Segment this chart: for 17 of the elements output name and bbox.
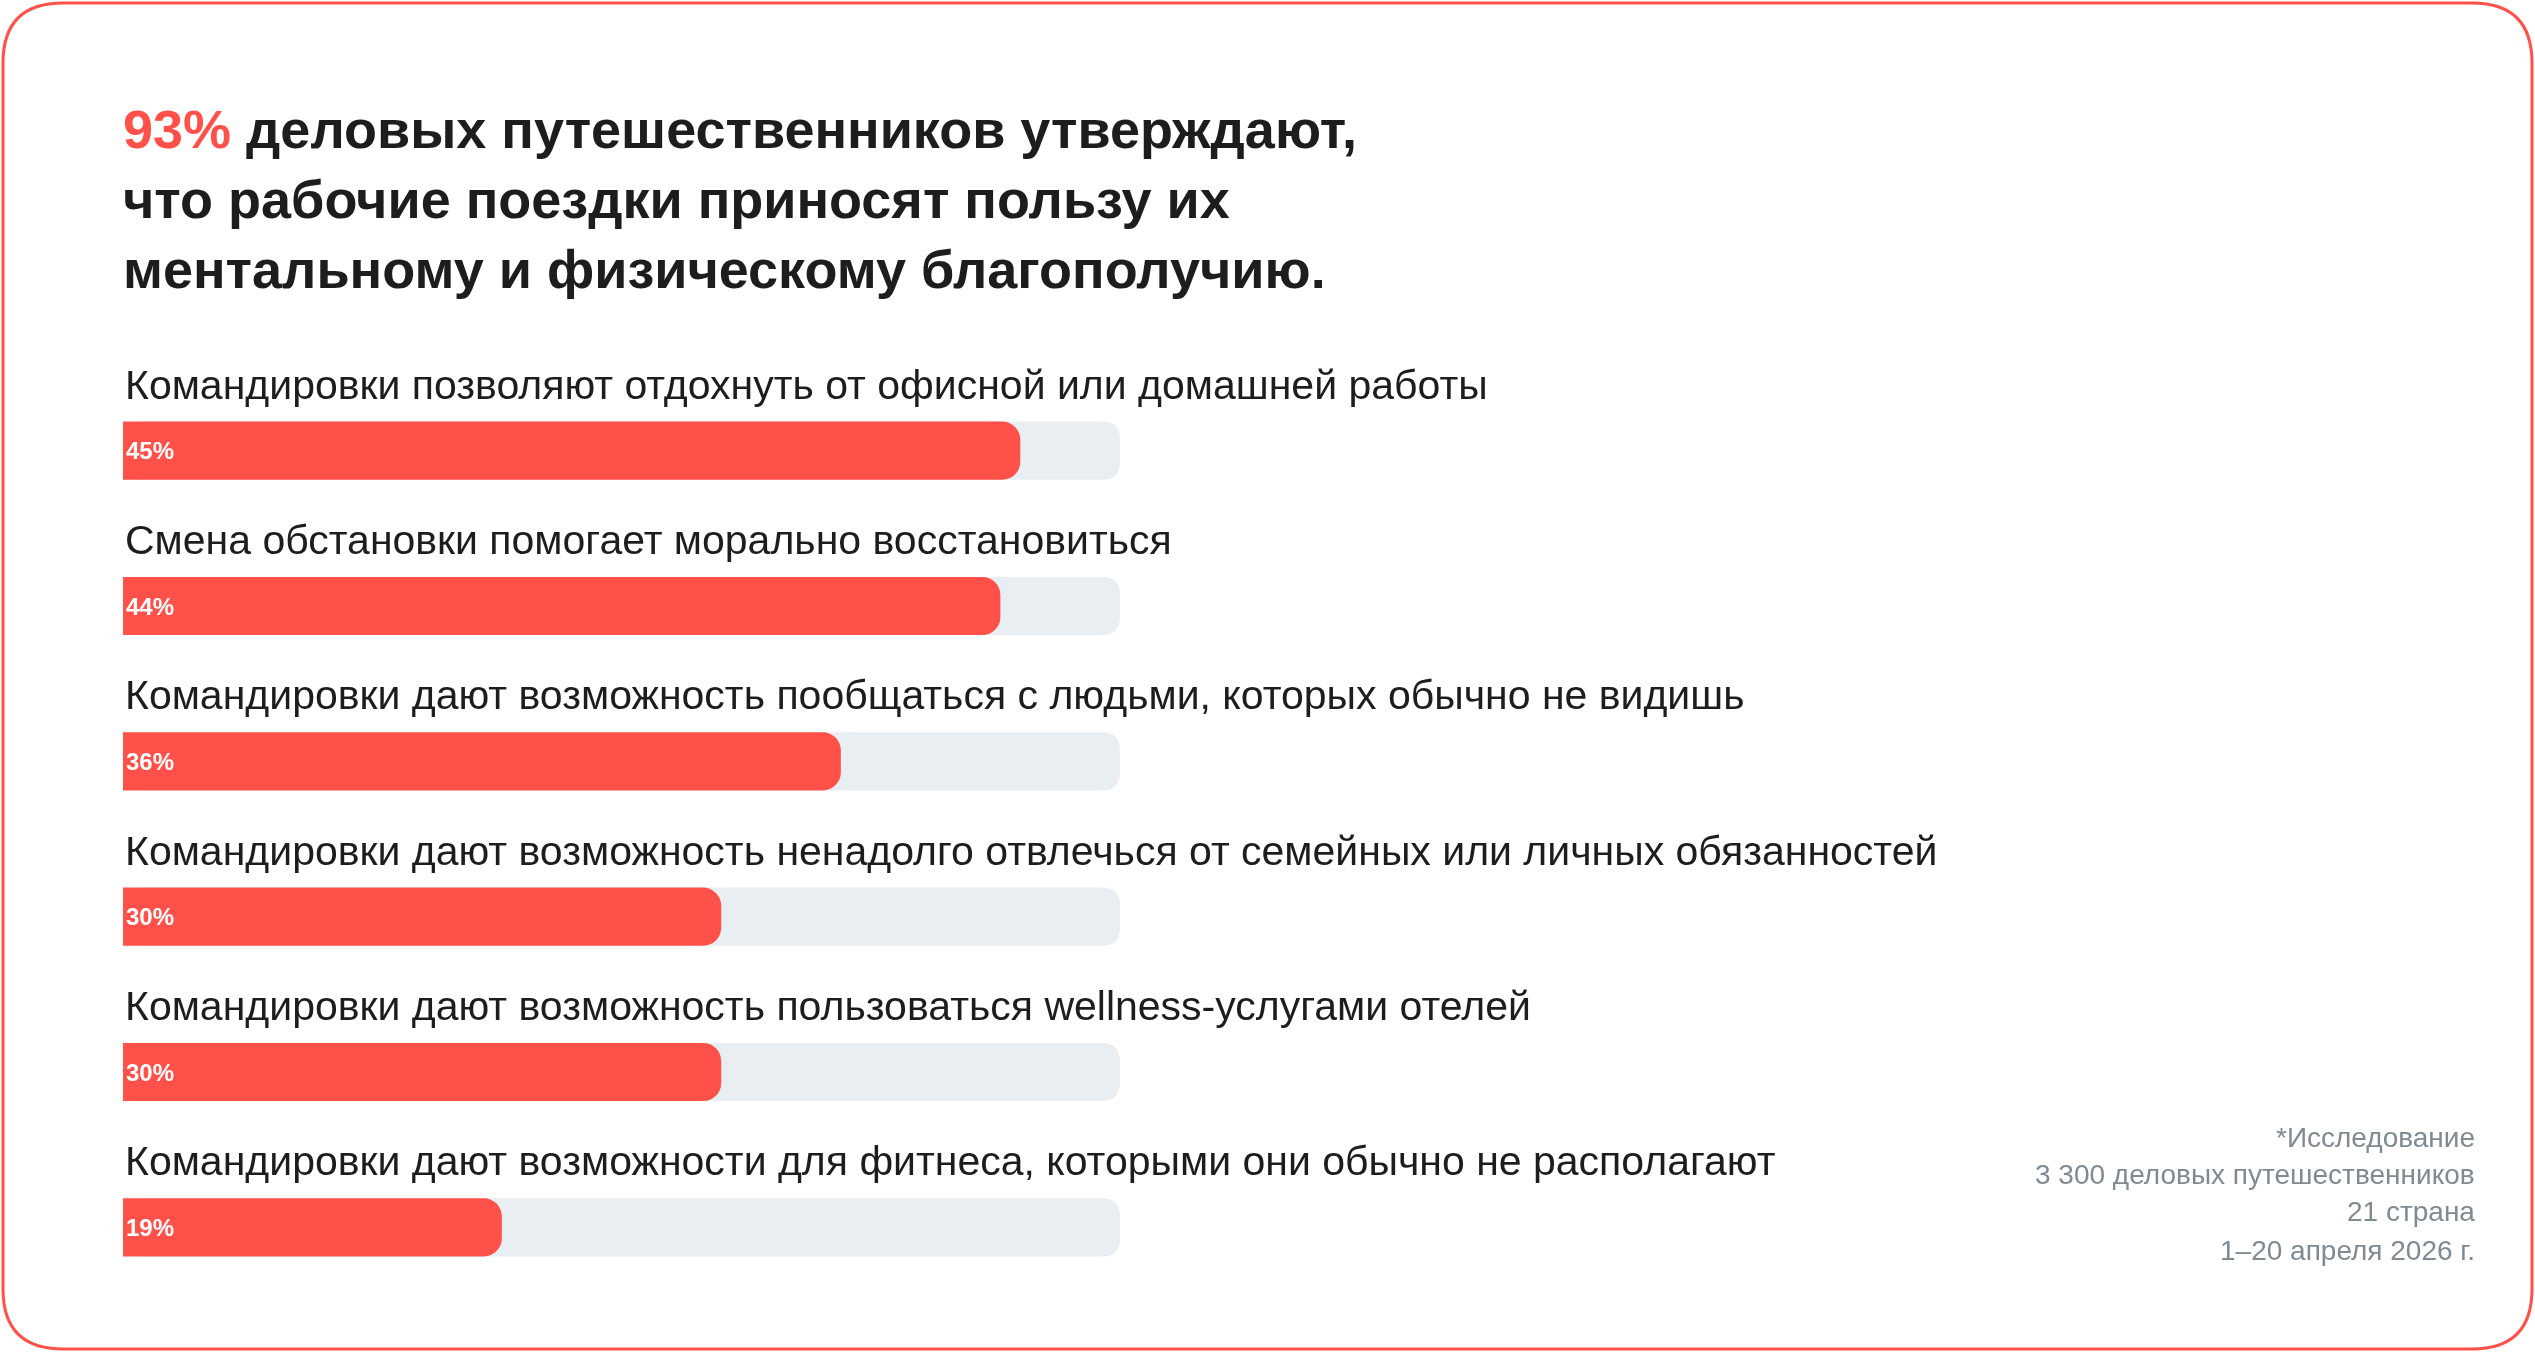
data-label: 19% [126,1213,175,1241]
data-label: 36% [126,747,175,775]
text: 3 300 деловых путешественников [2035,1159,2475,1190]
y-tick-label: Командировки дают возможность ненадолго отвлечься от семейных или личных обязанностей [125,828,1938,874]
text: 1–20 апреля 2026 г. [2220,1235,2475,1266]
y-tick-label: Смена обстановки помогает морально восстановиться [125,517,1172,563]
y-tick-label: Командировки позволяют отдохнуть от офисной или домашней работы [125,362,1488,408]
y-tick-label: Командировки дают возможность пользоваться wellness-услугами отелей [125,983,1531,1029]
text: *Исследование [2276,1122,2476,1153]
data-label: 30% [126,903,175,931]
data-label: 45% [126,437,175,465]
chart-title: 93% деловых путешественников утверждают, что рабочие поездки приносят пользу их ментальному и физическому благополучию. [123,99,1358,300]
y-tick-label: Командировки дают возможность пообщаться с людьми, которых обычно не видишь [125,672,1745,718]
text: 21 страна [2347,1196,2476,1227]
data-label: 30% [126,1058,175,1086]
data-label: 44% [126,592,175,620]
y-tick-label: Командировки дают возможности для фитнеса, которыми они обычно не располагают [125,1138,1776,1184]
